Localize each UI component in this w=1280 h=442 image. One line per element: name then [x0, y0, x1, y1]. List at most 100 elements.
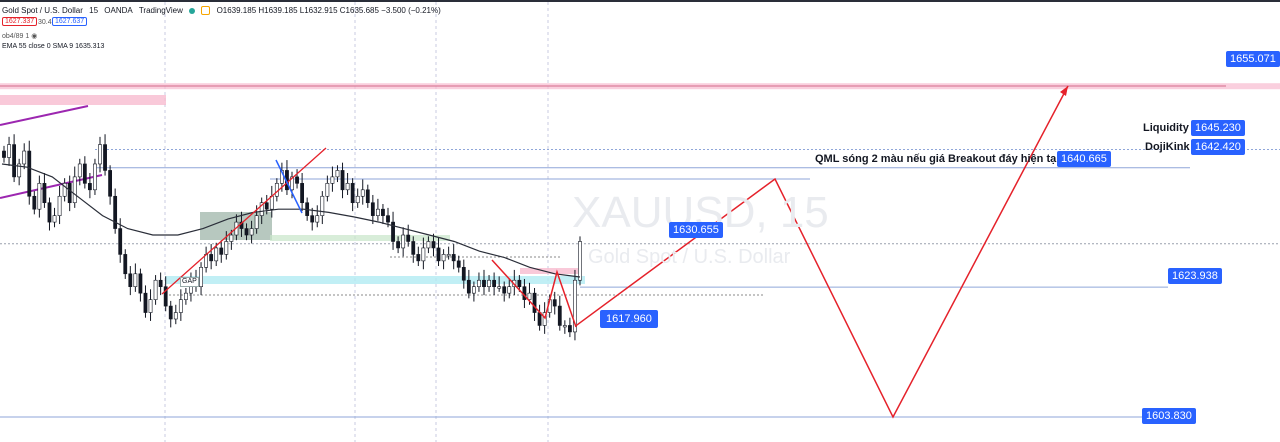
candle-body-91 [461, 267, 466, 281]
candle-body-49 [249, 228, 254, 236]
candle-body-79 [401, 234, 406, 249]
candle-body-9 [47, 202, 52, 223]
candle-body-95 [482, 279, 486, 288]
candle-body-73 [370, 202, 375, 216]
candle-body-87 [441, 254, 446, 262]
eye-icon[interactable]: ◉ [31, 33, 38, 40]
candle-body-32 [163, 286, 168, 307]
candle-body-42 [214, 247, 219, 262]
candle-body-5 [27, 150, 32, 197]
price-label-target: 1603.830 [1142, 408, 1196, 424]
supply-zone-left [0, 95, 166, 105]
candle-body-80 [406, 234, 411, 242]
price-label-qml: 1640.665 [1057, 151, 1111, 167]
candle-body-109 [552, 299, 557, 307]
candle-body-98 [497, 286, 502, 289]
candle-body-19 [98, 144, 102, 165]
candle-body-50 [254, 215, 259, 229]
candle-body-82 [416, 254, 421, 262]
candle-body-41 [209, 254, 214, 262]
candle-body-99 [502, 286, 507, 294]
candle-body-96 [487, 279, 491, 288]
price-label-dojikink: 1642.420 [1191, 139, 1245, 155]
candle-body-34 [173, 312, 178, 320]
candle-body-77 [391, 221, 395, 242]
ohlc-values: O1639.185 H1639.185 L1632.915 C1635.685 … [216, 6, 441, 15]
candle-body-53 [269, 195, 274, 210]
candle-body-84 [426, 241, 431, 249]
qml-note: QML sóng 2 màu nếu giá Breakout đáy hiện… [815, 153, 1060, 165]
candle-body-3 [17, 163, 22, 178]
candle-body-66 [335, 170, 340, 178]
interval[interactable]: 15 [89, 6, 99, 15]
candle-body-61 [310, 215, 315, 223]
candle-body-86 [436, 247, 441, 262]
ema-line [1, 163, 581, 278]
candle-body-94 [477, 279, 481, 288]
symbol-name[interactable]: Gold Spot / U.S. Dollar [2, 6, 83, 15]
blue-trend-line [275, 159, 303, 214]
candle-body-81 [411, 241, 416, 255]
candle-body-15 [77, 163, 82, 178]
candle-body-20 [103, 144, 107, 171]
candle-body-29 [148, 299, 153, 313]
candle-body-83 [421, 247, 426, 262]
supply-zone-right [520, 268, 580, 274]
candle-body-102 [517, 279, 522, 288]
candle-body-54 [274, 183, 279, 197]
candle-body-6 [32, 195, 37, 210]
gap-zone [165, 276, 585, 284]
candle-body-2 [12, 144, 17, 178]
trend-up-line [161, 147, 327, 295]
candle-body-76 [386, 215, 390, 223]
candle-body-68 [345, 183, 350, 191]
sell-price-button[interactable]: 1627.337 [2, 17, 38, 26]
exchange: OANDA [104, 6, 133, 15]
candle-body-17 [87, 183, 92, 191]
candle-body-62 [315, 215, 320, 223]
candle-body-13 [67, 183, 72, 204]
watermark-name: Gold Spot / U.S. Dollar [588, 246, 791, 268]
candle-body-33 [168, 305, 173, 320]
indicator-ema-label: EMA 55 close 0 SMA 9 [2, 43, 74, 50]
candle-body-31 [158, 279, 163, 288]
candle-body-23 [118, 228, 123, 255]
candle-body-88 [446, 254, 451, 257]
candle-body-51 [259, 202, 264, 216]
trend-lines [161, 147, 577, 328]
candle-body-4 [22, 150, 27, 165]
indicator-ema[interactable]: EMA 55 close 0 SMA 9 1635.313 [2, 43, 104, 50]
candle-body-27 [138, 273, 143, 294]
candle-body-114 [578, 241, 582, 281]
grid [164, 2, 549, 442]
candle-body-52 [264, 202, 269, 210]
candle-body-18 [93, 163, 97, 191]
candle-body-74 [375, 208, 380, 216]
price-label-1623: 1623.938 [1168, 268, 1222, 284]
projection-arrowhead [1060, 85, 1068, 96]
candle-body-78 [396, 241, 401, 249]
buy-price-button[interactable]: 1627.637 [52, 17, 88, 26]
projection-line [575, 85, 1069, 419]
chart-header: Gold Spot / U.S. Dollar 15 OANDA Trading… [2, 6, 445, 16]
platform: TradingView [138, 6, 183, 15]
candle-body-45 [229, 234, 234, 242]
candles [2, 134, 582, 341]
candle-body-111 [562, 325, 567, 328]
channel-upper [0, 105, 89, 126]
indicator-ob[interactable]: ob4/89 1 ◉ [2, 32, 37, 40]
gap-label: GAP [180, 277, 199, 287]
indicator-ema-value: 1635.313 [75, 43, 105, 50]
alert-icon[interactable] [201, 6, 211, 16]
candle-body-67 [340, 170, 345, 191]
candle-body-39 [199, 267, 203, 288]
candle-body-1 [7, 144, 11, 158]
candle-body-70 [355, 195, 360, 204]
candle-body-72 [365, 189, 370, 204]
dojikink-label: DojiKink [1145, 141, 1190, 153]
price-label-top: 1655.071 [1226, 51, 1280, 67]
candle-body-30 [153, 279, 158, 300]
price-label-liquidity: 1645.230 [1191, 120, 1245, 136]
candle-body-112 [567, 325, 572, 333]
